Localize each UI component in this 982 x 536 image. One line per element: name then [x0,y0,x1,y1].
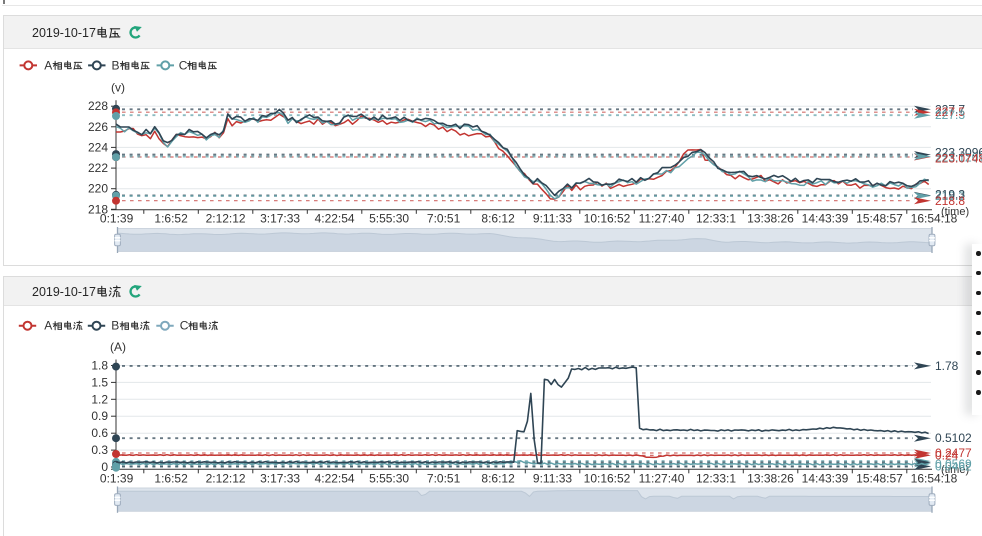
svg-text:5:55:30: 5:55:30 [369,472,409,486]
svg-text:1.8: 1.8 [91,359,108,373]
svg-text:0:1:39: 0:1:39 [100,212,134,226]
svg-text:224: 224 [88,140,108,154]
svg-text:11:27:40: 11:27:40 [639,472,685,486]
svg-text:12:33:1: 12:33:1 [696,212,736,226]
svg-text:0.2477: 0.2477 [935,446,972,460]
svg-text:1:6:52: 1:6:52 [154,212,188,226]
svg-text:1.5: 1.5 [91,375,108,389]
svg-text:218: 218 [88,202,108,216]
svg-text:14:43:39: 14:43:39 [802,472,849,486]
svg-text:2:12:12: 2:12:12 [206,212,246,226]
svg-text:223.1207: 223.1207 [935,151,982,165]
svg-text:15:48:57: 15:48:57 [856,472,903,486]
svg-text:9:11:33: 9:11:33 [533,472,572,486]
svg-text:0: 0 [101,460,108,474]
svg-text:223.0748: 223.0748 [935,152,982,166]
svg-text:A: A [44,58,52,72]
svg-text:219.3: 219.3 [935,187,965,201]
svg-text:0.0462: 0.0462 [935,459,972,473]
svg-text:2019-10-17: 2019-10-17 [32,26,96,40]
svg-text:219.2: 219.2 [935,189,965,203]
svg-text:16:54:18: 16:54:18 [911,472,958,486]
svg-text:13:38:26: 13:38:26 [747,212,794,226]
svg-text:11:27:40: 11:27:40 [639,212,685,226]
svg-text:227.3: 227.3 [935,108,965,122]
svg-text:218.8: 218.8 [935,194,965,208]
svg-text:10:16:52: 10:16:52 [584,472,631,486]
svg-text:8:6:12: 8:6:12 [481,212,515,226]
svg-text:12:33:1: 12:33:1 [696,472,736,486]
svg-text:C: C [180,319,189,333]
svg-text:B: B [112,58,120,72]
svg-text:1.2: 1.2 [91,392,108,406]
svg-text:2:12:12: 2:12:12 [206,472,246,486]
svg-text:(time): (time) [941,464,969,476]
svg-text:226: 226 [88,120,108,134]
svg-text:0.9: 0.9 [91,409,108,423]
svg-text:15:48:57: 15:48:57 [856,212,903,226]
svg-text:223.3096: 223.3096 [935,146,982,160]
svg-text:4:22:54: 4:22:54 [315,212,355,226]
svg-text:0.5102: 0.5102 [935,431,972,445]
svg-text:5:55:30: 5:55:30 [369,212,409,226]
svg-text:A: A [44,319,52,333]
svg-text:222: 222 [88,161,108,175]
svg-text:228: 228 [88,99,108,113]
svg-text:0.6: 0.6 [91,426,108,440]
svg-text:227.7: 227.7 [935,102,965,116]
svg-text:0.0569: 0.0569 [935,457,972,471]
svg-text:7:0:51: 7:0:51 [427,472,461,486]
svg-text:13:38:26: 13:38:26 [747,472,794,486]
svg-text:1:6:52: 1:6:52 [154,472,188,486]
svg-text:3:17:33: 3:17:33 [260,472,300,486]
svg-text:9:11:33: 9:11:33 [533,212,572,226]
svg-text:2019-10-17: 2019-10-17 [32,285,96,299]
svg-text:8:6:12: 8:6:12 [481,472,515,486]
svg-text:3:17:33: 3:17:33 [260,212,300,226]
svg-text:0.3: 0.3 [91,443,108,457]
svg-text:(time): (time) [941,206,969,218]
svg-text:1.78: 1.78 [935,359,959,373]
svg-text:0.24: 0.24 [935,448,959,462]
svg-text:(A): (A) [110,340,126,354]
svg-text:10:16:52: 10:16:52 [584,212,631,226]
svg-text:220: 220 [88,182,108,196]
svg-text:14:43:39: 14:43:39 [802,212,849,226]
svg-text:7:0:51: 7:0:51 [427,212,461,226]
svg-text:0:1:39: 0:1:39 [100,472,134,486]
svg-text:C: C [179,58,188,72]
svg-text:227.5: 227.5 [935,105,965,119]
svg-text:B: B [111,319,119,333]
svg-text:(v): (v) [111,81,125,95]
svg-text:16:54:18: 16:54:18 [911,212,958,226]
svg-text:4:22:54: 4:22:54 [315,472,355,486]
